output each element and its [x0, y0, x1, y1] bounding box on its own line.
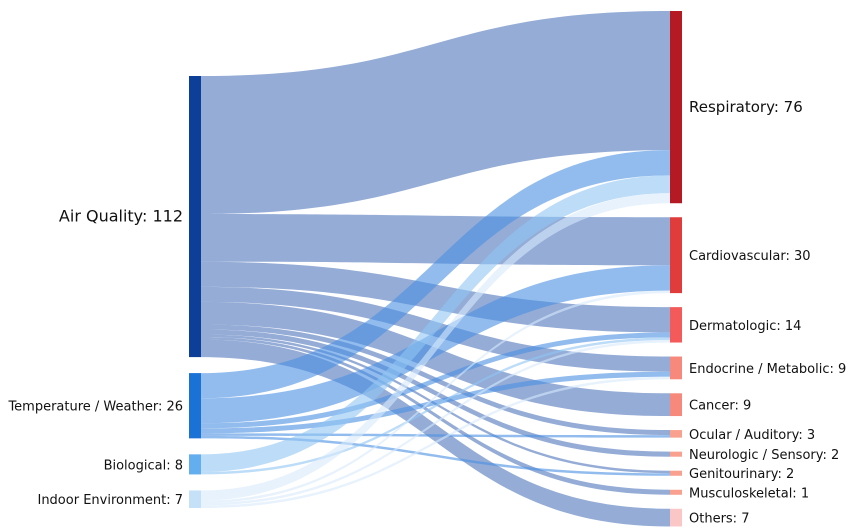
link-air-to-resp [201, 11, 670, 215]
target-label-ocular: Ocular / Auditory: 3 [689, 428, 815, 443]
link-bio-to-derm [201, 337, 670, 475]
target-node-genito [670, 470, 682, 476]
target-label-cardio: Cardiovascular: 30 [689, 249, 811, 264]
target-label-neuro: Neurologic / Sensory: 2 [689, 448, 839, 463]
sankey-nodes [189, 11, 682, 527]
target-label-derm: Dermatologic: 14 [689, 319, 801, 334]
link-temp-to-endo [201, 371, 670, 434]
source-node-bio [189, 454, 201, 475]
target-label-genito: Genitourinary: 2 [689, 467, 794, 482]
source-label-temp: Temperature / Weather: 26 [7, 400, 183, 415]
target-label-resp: Respiratory: 76 [689, 98, 803, 116]
target-node-endo [670, 356, 682, 380]
target-node-others [670, 508, 682, 527]
link-bio-to-resp [201, 175, 670, 472]
target-label-musc: Musculoskeletal: 1 [689, 486, 809, 501]
link-air-to-neuro [201, 329, 670, 457]
target-label-endo: Endocrine / Metabolic: 9 [689, 362, 846, 377]
sankey-labels: Air Quality: 112 Temperature / Weather: 2… [7, 98, 846, 527]
target-node-cardio [670, 217, 682, 294]
link-air-to-cardio [201, 214, 670, 266]
link-indoor-to-cardio [201, 290, 670, 503]
link-indoor-to-endo [201, 376, 670, 508]
link-temp-to-derm [201, 332, 670, 429]
link-indoor-to-resp [201, 193, 670, 501]
target-node-resp [670, 11, 682, 204]
target-node-neuro [670, 451, 682, 457]
source-label-air: Air Quality: 112 [59, 207, 183, 226]
target-label-cancer: Cancer: 9 [689, 399, 751, 414]
target-node-ocular [670, 430, 682, 438]
link-temp-to-resp [201, 150, 670, 399]
link-temp-to-genito [201, 435, 670, 476]
target-label-others: Others: 7 [689, 512, 749, 527]
target-node-musc [670, 489, 682, 495]
link-air-to-cancer [201, 301, 670, 417]
source-label-bio: Biological: 8 [104, 458, 183, 473]
source-node-temp [189, 373, 201, 439]
target-node-derm [670, 307, 682, 343]
source-label-indoor: Indoor Environment: 7 [37, 493, 183, 508]
link-air-to-musc [201, 337, 670, 495]
source-node-air [189, 76, 201, 358]
sankey-links [201, 11, 670, 527]
link-air-to-others [201, 339, 670, 527]
source-node-indoor [189, 490, 201, 508]
target-node-cancer [670, 393, 682, 417]
link-indoor-to-derm [201, 340, 670, 506]
